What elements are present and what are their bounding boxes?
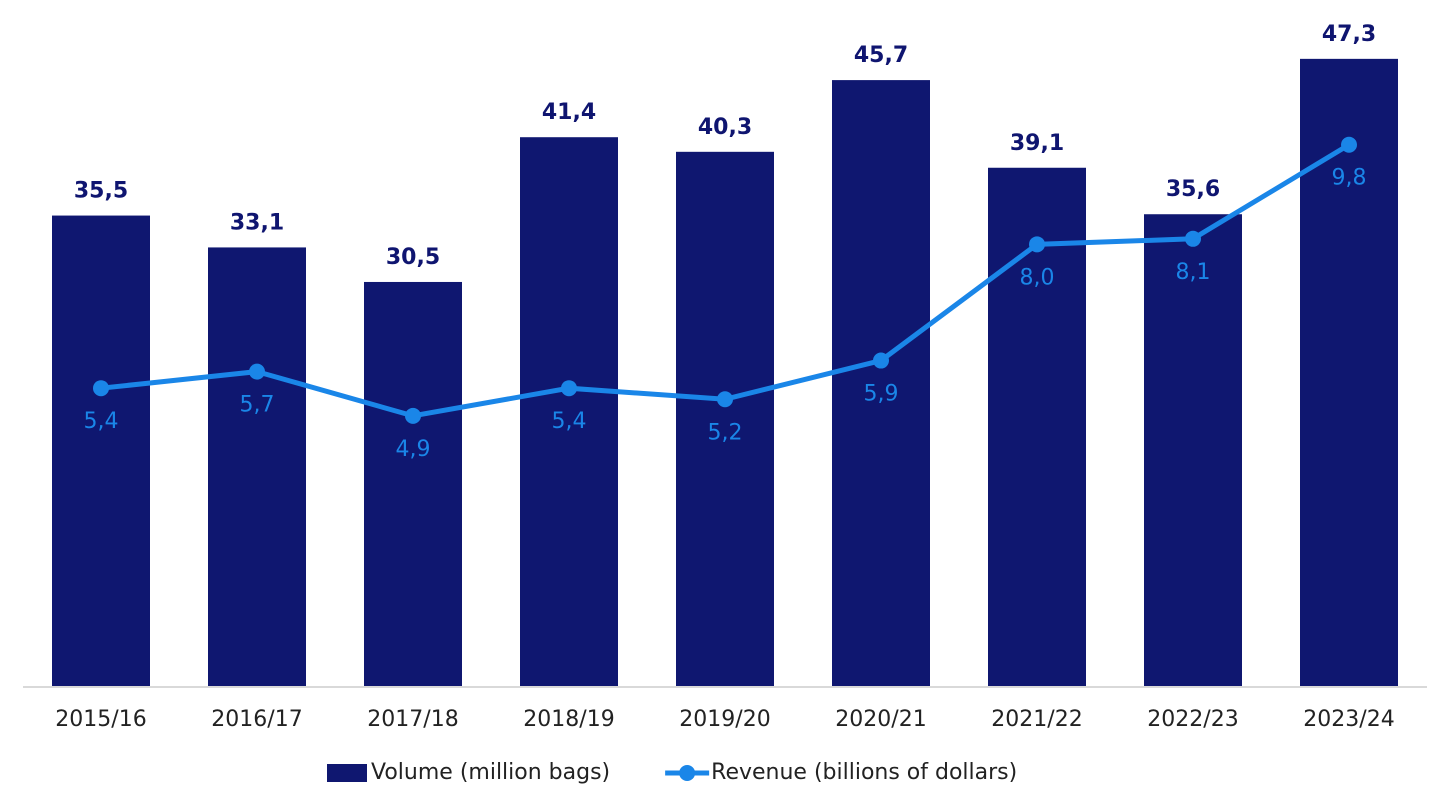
line-value-label: 8,1 bbox=[1176, 260, 1211, 285]
bar-value-label: 40,3 bbox=[698, 115, 752, 140]
bar bbox=[676, 151, 774, 688]
line-point bbox=[1341, 136, 1357, 153]
legend-dot bbox=[679, 765, 696, 781]
bar-value-label: 33,1 bbox=[230, 210, 284, 235]
line-value-label: 9,8 bbox=[1332, 166, 1367, 191]
bar bbox=[1144, 214, 1242, 687]
bar bbox=[1300, 58, 1398, 687]
x-tick-label: 2019/20 bbox=[679, 707, 770, 732]
line-point bbox=[405, 407, 421, 424]
x-tick-label: 2021/22 bbox=[991, 707, 1082, 732]
bar-value-label: 45,7 bbox=[854, 43, 908, 68]
line-value-label: 5,2 bbox=[708, 420, 743, 445]
line-value-label: 8,0 bbox=[1020, 265, 1055, 290]
x-tick-label: 2018/19 bbox=[523, 707, 614, 732]
bar bbox=[208, 247, 306, 687]
bar bbox=[52, 215, 150, 687]
line-value-label: 4,9 bbox=[396, 437, 431, 462]
bar-value-label: 41,4 bbox=[542, 100, 596, 125]
bar-value-label: 47,3 bbox=[1322, 22, 1376, 47]
line-point bbox=[1185, 230, 1201, 247]
line-point bbox=[561, 380, 577, 397]
x-tick-label: 2022/23 bbox=[1147, 707, 1238, 732]
legend-label: Revenue (billions of dollars) bbox=[711, 760, 1017, 785]
line-value-label: 5,4 bbox=[84, 409, 119, 434]
line-point bbox=[717, 391, 733, 408]
line-value-label: 5,4 bbox=[552, 409, 587, 434]
line-point bbox=[249, 363, 265, 380]
bar-value-label: 35,5 bbox=[74, 179, 128, 204]
x-tick-label: 2015/16 bbox=[55, 707, 146, 732]
bar-value-label: 39,1 bbox=[1010, 131, 1064, 156]
bar-value-label: 35,6 bbox=[1166, 177, 1220, 202]
legend-label: Volume (million bags) bbox=[371, 760, 610, 785]
x-tick-label: 2016/17 bbox=[211, 707, 302, 732]
legend-swatch bbox=[327, 764, 367, 782]
line-point bbox=[873, 352, 889, 369]
line-value-label: 5,7 bbox=[240, 393, 275, 418]
bar bbox=[832, 80, 930, 687]
bar-value-label: 30,5 bbox=[386, 245, 440, 270]
bar bbox=[520, 137, 618, 687]
x-tick-label: 2020/21 bbox=[835, 707, 926, 732]
line-point bbox=[1029, 236, 1045, 253]
x-tick-label: 2023/24 bbox=[1303, 707, 1394, 732]
bar bbox=[364, 281, 462, 687]
x-tick-label: 2017/18 bbox=[367, 707, 458, 732]
bar bbox=[988, 167, 1086, 687]
line-point bbox=[93, 380, 109, 397]
line-value-label: 5,9 bbox=[864, 382, 899, 407]
